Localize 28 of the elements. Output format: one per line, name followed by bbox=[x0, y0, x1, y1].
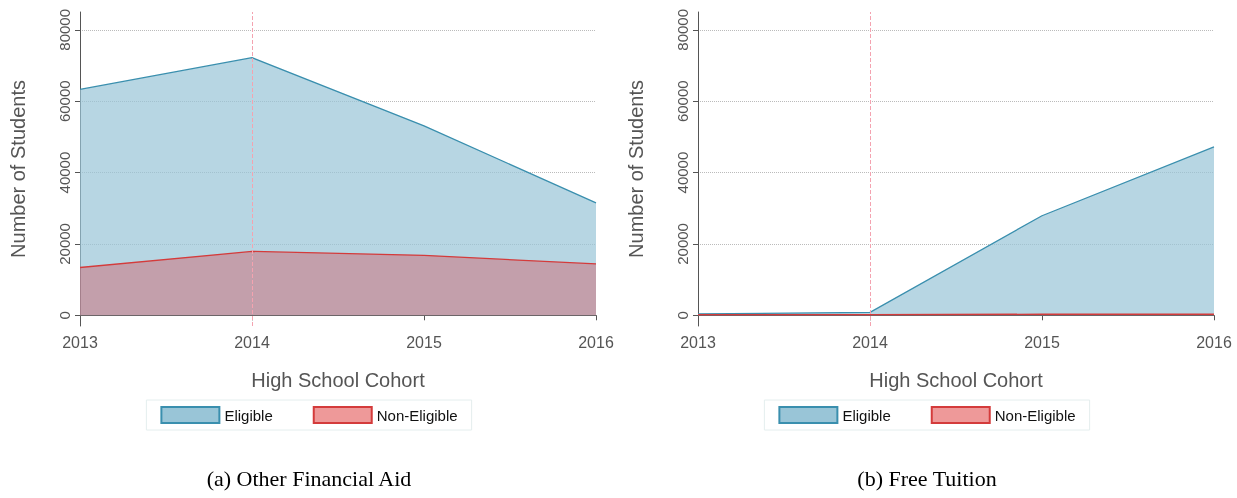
y-tick-label: 80000 bbox=[674, 8, 691, 51]
x-axis-title: High School Cohort bbox=[869, 369, 1044, 391]
legend-label: Eligible bbox=[224, 406, 273, 424]
x-tick-label: 2013 bbox=[680, 333, 716, 351]
y-tick-label: 20000 bbox=[674, 223, 691, 265]
y-axis-title: Number of Students bbox=[7, 80, 29, 258]
text: (a) Other Financial Aid bbox=[206, 465, 412, 491]
x-tick-label: 2015 bbox=[406, 333, 442, 351]
x-axis-title: High School Cohort bbox=[251, 369, 426, 391]
y-tick-label: 0 bbox=[56, 311, 73, 320]
y-tick-label: 80000 bbox=[56, 8, 73, 51]
text: (b) Free Tuition bbox=[857, 465, 997, 491]
legend-label: Eligible bbox=[842, 406, 891, 424]
y-tick-label: 20000 bbox=[56, 223, 73, 265]
x-tick-label: 2014 bbox=[234, 333, 270, 351]
y-tick-label: 0 bbox=[674, 311, 691, 320]
y-tick-label: 60000 bbox=[674, 80, 691, 123]
x-tick-label: 2013 bbox=[62, 333, 98, 351]
x-tick-label: 2016 bbox=[1196, 333, 1232, 351]
legend-label: Non-Eligible bbox=[376, 406, 458, 424]
y-tick-label: 40000 bbox=[674, 151, 691, 194]
x-tick-label: 2015 bbox=[1024, 333, 1060, 351]
y-axis-title: Number of Students bbox=[625, 80, 647, 258]
y-tick-label: 60000 bbox=[56, 80, 73, 123]
legend-label: Non-Eligible bbox=[994, 406, 1076, 424]
y-tick-label: 40000 bbox=[56, 151, 73, 194]
x-tick-label: 2014 bbox=[852, 333, 888, 351]
x-tick-label: 2016 bbox=[578, 333, 614, 351]
